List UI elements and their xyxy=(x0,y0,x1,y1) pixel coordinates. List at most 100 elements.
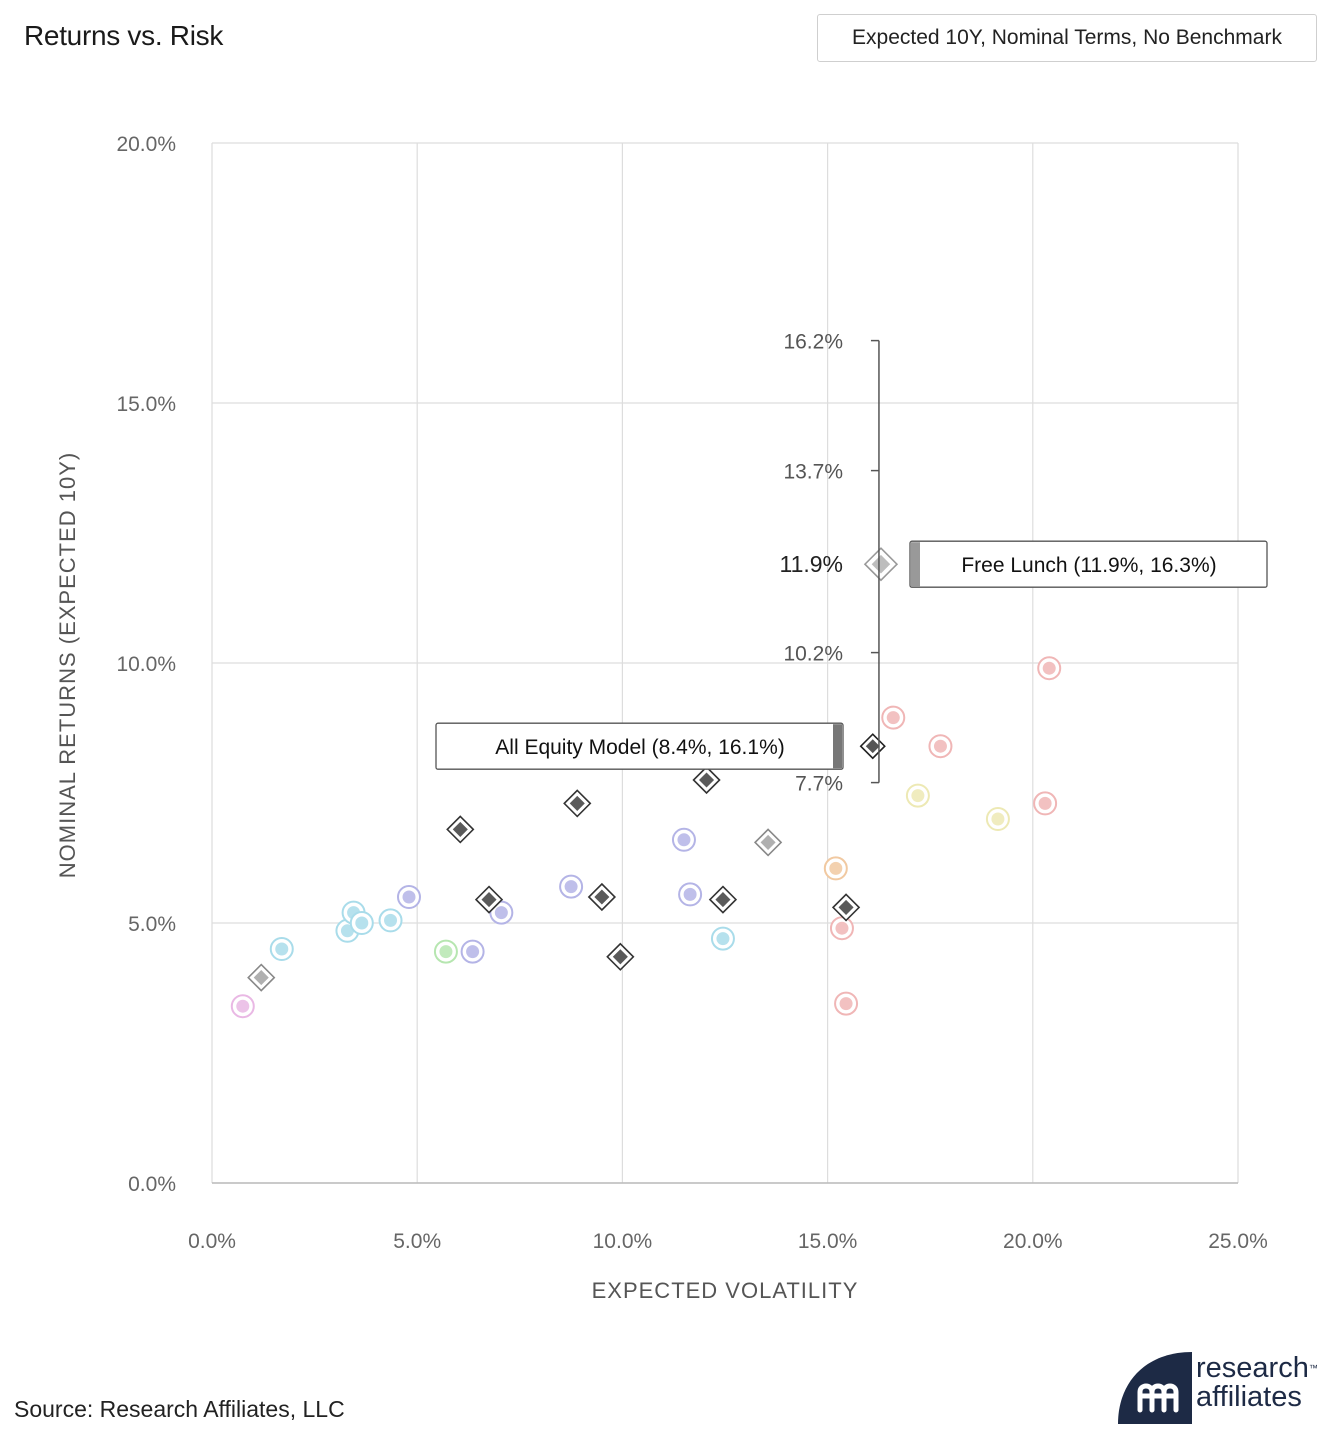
research-affiliates-logo: research™ affiliates xyxy=(1118,1352,1328,1424)
free-lunch-callout-label: Free Lunch (11.9%, 16.3%) xyxy=(961,554,1216,577)
x-axis-title: EXPECTED VOLATILITY xyxy=(592,1278,859,1303)
free-lunch-callout[interactable]: Free Lunch (11.9%, 16.3%) xyxy=(909,540,1268,588)
portfolio-point-fill xyxy=(569,795,585,811)
range-bar-label: 11.9% xyxy=(779,551,843,577)
portfolio-point xyxy=(247,963,276,992)
portfolio-point-fill xyxy=(838,899,854,915)
grid-lines xyxy=(211,142,1239,1184)
asset-point xyxy=(460,939,485,964)
portfolio-point xyxy=(831,893,861,922)
asset-point xyxy=(559,874,584,899)
asset-point-dot xyxy=(683,887,697,901)
asset-point-dot xyxy=(911,789,925,803)
asset-point xyxy=(230,994,255,1019)
logo-line-1: research xyxy=(1196,1352,1309,1384)
asset-point xyxy=(378,908,403,933)
asset-point xyxy=(829,916,854,941)
logo-trademark: ™ xyxy=(1308,1363,1318,1373)
portfolio-point xyxy=(708,885,738,914)
asset-point xyxy=(834,991,859,1016)
asset-point-dot xyxy=(236,999,250,1013)
asset-point-dot xyxy=(1042,661,1056,675)
asset-point xyxy=(823,856,848,881)
portfolio-point-fill xyxy=(481,892,497,908)
asset-point-dot xyxy=(1038,796,1052,810)
free-lunch-callout-tab xyxy=(911,542,920,587)
portfolio-point xyxy=(753,828,783,857)
range-bar-label: 10.2% xyxy=(783,643,843,666)
portfolio-point xyxy=(606,942,635,971)
portfolio-point-fill xyxy=(253,970,269,986)
portfolio-point xyxy=(563,789,592,818)
free-lunch-point xyxy=(863,547,899,582)
asset-point xyxy=(881,705,906,730)
asset-point-dot xyxy=(933,739,947,753)
logo-wordmark: research™ affiliates xyxy=(1196,1354,1318,1412)
all-equity-callout[interactable]: All Equity Model (8.4%, 16.1%) xyxy=(435,722,844,770)
all-equity-model-point-fill xyxy=(865,739,880,754)
asset-circles xyxy=(230,656,1062,1019)
free-lunch-range-bar: 16.2% 13.7% 11.9% 10.2% 7.7% xyxy=(779,331,880,796)
portfolio-point-fill xyxy=(698,772,715,788)
x-tick-label: 25.0% xyxy=(1208,1230,1268,1253)
asset-point-dot xyxy=(564,880,578,894)
asset-point xyxy=(489,900,514,925)
asset-point xyxy=(928,734,953,759)
source-note: Source: Research Affiliates, LLC xyxy=(14,1396,345,1422)
callouts: All Equity Model (8.4%, 16.1%) Free Lunc… xyxy=(435,540,1268,770)
axis-ticks: 0.0% 5.0% 10.0% 15.0% 20.0% 25.0% 0.0% 5.0% 10.0… xyxy=(116,133,1267,1253)
y-axis-title: NOMINAL RETURNS (EXPECTED 10Y) xyxy=(55,452,80,878)
portfolio-diamonds xyxy=(247,547,899,992)
all-equity-callout-label: All Equity Model (8.4%, 16.1%) xyxy=(495,736,784,759)
asset-point-dot xyxy=(677,833,691,847)
asset-point xyxy=(678,882,703,907)
asset-point-dot xyxy=(886,711,900,725)
range-bar-label: 13.7% xyxy=(783,461,843,484)
asset-point xyxy=(905,783,930,808)
logo-mark-icon xyxy=(1118,1352,1192,1424)
portfolio-point-fill xyxy=(715,892,731,908)
logo-line-2: affiliates xyxy=(1196,1381,1302,1413)
portfolio-point-fill xyxy=(594,889,610,905)
asset-point-dot xyxy=(402,890,416,904)
chart-title: Returns vs. Risk xyxy=(24,20,224,51)
asset-point-dot xyxy=(275,942,289,956)
portfolio-point-fill xyxy=(612,949,628,965)
x-tick-label: 0.0% xyxy=(188,1230,236,1253)
asset-point-dot xyxy=(466,945,480,959)
asset-point xyxy=(349,911,374,935)
asset-point-dot xyxy=(439,945,453,959)
portfolio-point-fill xyxy=(760,834,776,850)
asset-point xyxy=(396,885,421,909)
view-mode-button[interactable]: Expected 10Y, Nominal Terms, No Benchmar… xyxy=(817,14,1317,62)
asset-point xyxy=(710,926,735,951)
y-tick-label: 0.0% xyxy=(128,1173,176,1196)
asset-point xyxy=(433,939,458,964)
portfolio-point xyxy=(446,815,475,844)
asset-point-dot xyxy=(384,913,398,927)
asset-point xyxy=(269,937,294,961)
all-equity-model-point xyxy=(859,733,886,760)
x-tick-label: 10.0% xyxy=(593,1230,653,1253)
asset-point xyxy=(1037,656,1062,681)
asset-point-dot xyxy=(839,997,853,1011)
y-tick-label: 5.0% xyxy=(128,913,176,936)
x-tick-label: 5.0% xyxy=(393,1230,441,1253)
asset-point-dot xyxy=(829,861,843,875)
asset-point-dot xyxy=(991,812,1005,826)
asset-point-dot xyxy=(355,916,369,930)
asset-point-dot xyxy=(494,906,508,920)
asset-point-dot xyxy=(835,921,849,935)
x-tick-label: 15.0% xyxy=(798,1230,858,1253)
asset-point xyxy=(1033,791,1058,816)
range-bar-label: 16.2% xyxy=(783,331,843,354)
asset-point xyxy=(985,807,1010,831)
portfolio-point xyxy=(692,765,721,795)
all-equity-callout-tab xyxy=(833,724,842,769)
y-tick-label: 15.0% xyxy=(116,393,176,416)
y-tick-label: 20.0% xyxy=(116,133,176,156)
all-equity-callout-box xyxy=(435,722,844,770)
asset-point-dot xyxy=(340,924,354,938)
asset-point xyxy=(671,827,696,852)
